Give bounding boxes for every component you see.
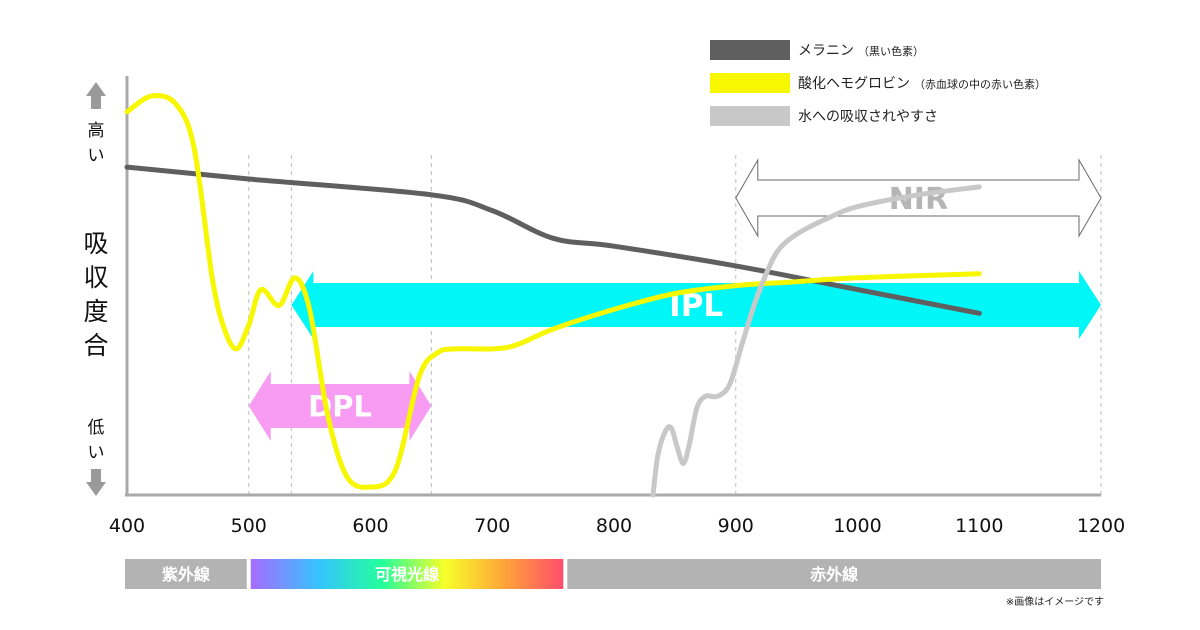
legend-swatch — [710, 73, 790, 93]
y-high-label: 高い — [88, 121, 105, 166]
spectrum-band-label: 紫外線 — [162, 565, 210, 584]
x-tick-label: 1100 — [955, 515, 1003, 537]
down-arrow-icon — [86, 469, 106, 496]
range-arrow-ipl — [291, 271, 1101, 339]
range-arrow-nir — [735, 158, 1102, 238]
spectrum-band — [567, 559, 1101, 589]
legend-swatch — [710, 40, 790, 60]
series-lines — [124, 93, 982, 498]
axes — [125, 76, 1101, 497]
legend-swatch — [710, 106, 790, 126]
x-tick-label: 900 — [718, 515, 754, 537]
x-tick-label: 700 — [474, 515, 510, 537]
series-line-water — [650, 184, 982, 498]
legend-entry: メラニン （黒い色素） — [798, 43, 924, 59]
spectrum-bands: 紫外線 可視光線 赤外線 — [125, 559, 1101, 589]
x-tick-label: 400 — [109, 515, 145, 537]
y-axis-labels: 高い 吸収度合 低い — [83, 82, 109, 496]
legend-entry: 水への吸収されやすさ — [798, 109, 938, 125]
series-line-melanin — [124, 164, 982, 316]
spectrum-band-label: 可視光線 — [375, 565, 439, 584]
range-arrow-dpl-label: DPL — [308, 389, 372, 423]
x-tick-label: 1000 — [833, 515, 881, 537]
legend-entry: 酸化ヘモグロビン （赤血球の中の赤い色素） — [798, 76, 1046, 92]
spectrum-band-label: 赤外線 — [810, 565, 858, 584]
range-arrow-dpl — [248, 371, 432, 441]
x-tick-label: 600 — [352, 515, 388, 537]
y-low-label: 低い — [88, 418, 105, 463]
spectrum-band — [250, 559, 564, 589]
x-tick-labels: 400 500 600 700 800 900 1000 1100 1200 — [109, 515, 1125, 537]
legend: メラニン （黒い色素） 酸化ヘモグロビン （赤血球の中の赤い色素） 水への吸収されやすさ — [710, 40, 1046, 126]
x-tick-label: 500 — [231, 515, 267, 537]
y-axis-label: 吸収度合 — [83, 229, 108, 360]
x-tick-label: 800 — [596, 515, 632, 537]
up-arrow-icon — [86, 82, 106, 109]
x-tick-label: 1200 — [1077, 515, 1125, 537]
series-line-hemoglobin — [124, 93, 982, 490]
spectrum-band — [125, 559, 247, 589]
image-note: ※画像はイメージです — [1006, 596, 1104, 608]
